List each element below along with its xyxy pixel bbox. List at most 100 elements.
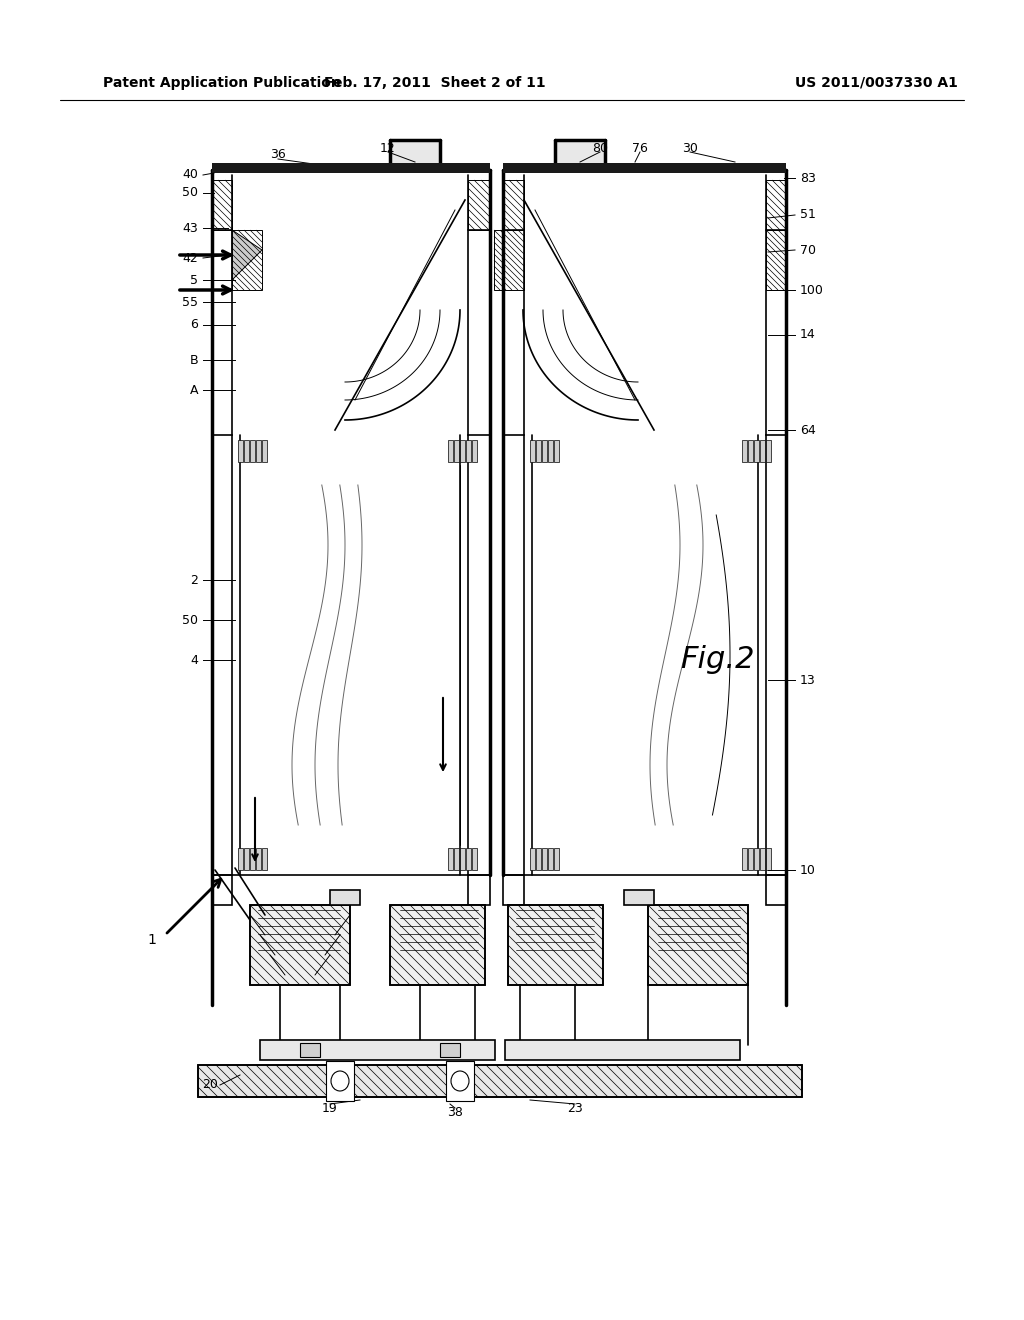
Bar — [260, 1040, 495, 1060]
Bar — [748, 440, 753, 462]
Bar — [390, 906, 485, 985]
Bar — [454, 847, 459, 870]
Text: 43: 43 — [182, 222, 198, 235]
Bar — [554, 440, 559, 462]
Bar — [212, 875, 232, 906]
Text: 83: 83 — [800, 172, 816, 185]
Bar — [542, 440, 547, 462]
Text: 23: 23 — [567, 1101, 583, 1114]
Bar — [648, 906, 748, 985]
Bar — [460, 847, 465, 870]
Bar — [766, 847, 771, 870]
Bar — [262, 440, 267, 462]
Bar — [390, 906, 485, 985]
Bar — [530, 847, 535, 870]
Bar — [244, 847, 249, 870]
Bar — [440, 1043, 460, 1057]
Bar — [454, 440, 459, 462]
Bar — [449, 847, 453, 870]
Bar — [648, 906, 748, 985]
Text: 6: 6 — [190, 318, 198, 331]
Bar — [449, 440, 453, 462]
Bar — [212, 162, 490, 173]
Bar — [503, 180, 524, 230]
Text: Feb. 17, 2011  Sheet 2 of 11: Feb. 17, 2011 Sheet 2 of 11 — [325, 77, 546, 90]
Polygon shape — [232, 230, 262, 280]
Bar — [468, 180, 490, 230]
Bar — [244, 440, 249, 462]
Bar — [460, 440, 465, 462]
Bar — [548, 440, 553, 462]
Text: US 2011/0037330 A1: US 2011/0037330 A1 — [795, 77, 957, 90]
Text: 4: 4 — [190, 653, 198, 667]
Bar — [508, 906, 603, 985]
Bar — [742, 847, 746, 870]
Bar — [505, 1040, 740, 1060]
Bar — [250, 847, 255, 870]
Bar — [760, 440, 765, 462]
Text: 40: 40 — [182, 169, 198, 181]
Bar — [466, 847, 471, 870]
Bar — [250, 906, 350, 985]
Bar — [238, 440, 243, 462]
Bar — [766, 230, 786, 290]
Bar — [536, 440, 541, 462]
Text: B: B — [189, 354, 198, 367]
Bar — [536, 847, 541, 870]
Text: 30: 30 — [682, 141, 698, 154]
Bar — [766, 180, 786, 230]
Text: 5: 5 — [190, 273, 198, 286]
Bar — [198, 1065, 802, 1097]
Bar — [232, 230, 262, 290]
Text: 2: 2 — [190, 573, 198, 586]
Text: 76: 76 — [632, 141, 648, 154]
Bar — [754, 847, 759, 870]
Text: Fig.2: Fig.2 — [680, 645, 755, 675]
Bar — [766, 440, 771, 462]
Text: 70: 70 — [800, 243, 816, 256]
Text: 14: 14 — [800, 329, 816, 342]
Text: 64: 64 — [800, 424, 816, 437]
Bar — [466, 440, 471, 462]
Text: 19: 19 — [323, 1101, 338, 1114]
Bar — [530, 440, 535, 462]
Bar — [548, 847, 553, 870]
Bar — [748, 847, 753, 870]
Bar — [754, 440, 759, 462]
Bar — [760, 847, 765, 870]
Bar — [554, 847, 559, 870]
Bar — [503, 875, 524, 906]
Text: 10: 10 — [800, 863, 816, 876]
Text: 80: 80 — [592, 141, 608, 154]
Bar — [472, 440, 477, 462]
Bar — [503, 162, 786, 173]
Bar — [262, 847, 267, 870]
Text: 36: 36 — [270, 149, 286, 161]
Bar — [250, 440, 255, 462]
Bar — [256, 847, 261, 870]
Text: 1: 1 — [147, 933, 157, 946]
Bar — [390, 140, 440, 170]
Bar — [212, 180, 232, 230]
Bar — [250, 906, 350, 985]
Bar — [198, 1065, 802, 1097]
Text: 13: 13 — [800, 673, 816, 686]
Bar — [330, 890, 360, 906]
Bar — [624, 890, 654, 906]
Text: 55: 55 — [182, 296, 198, 309]
Bar — [542, 847, 547, 870]
Text: 42: 42 — [182, 252, 198, 264]
Bar — [446, 1061, 474, 1101]
Bar — [256, 440, 261, 462]
Bar — [468, 875, 490, 906]
Bar — [508, 906, 603, 985]
Text: 50: 50 — [182, 186, 198, 199]
Text: 51: 51 — [800, 209, 816, 222]
Bar — [472, 847, 477, 870]
Text: Patent Application Publication: Patent Application Publication — [103, 77, 341, 90]
Text: 50: 50 — [182, 614, 198, 627]
Bar — [238, 847, 243, 870]
Bar — [742, 440, 746, 462]
Bar — [494, 230, 524, 290]
Bar — [766, 875, 786, 906]
